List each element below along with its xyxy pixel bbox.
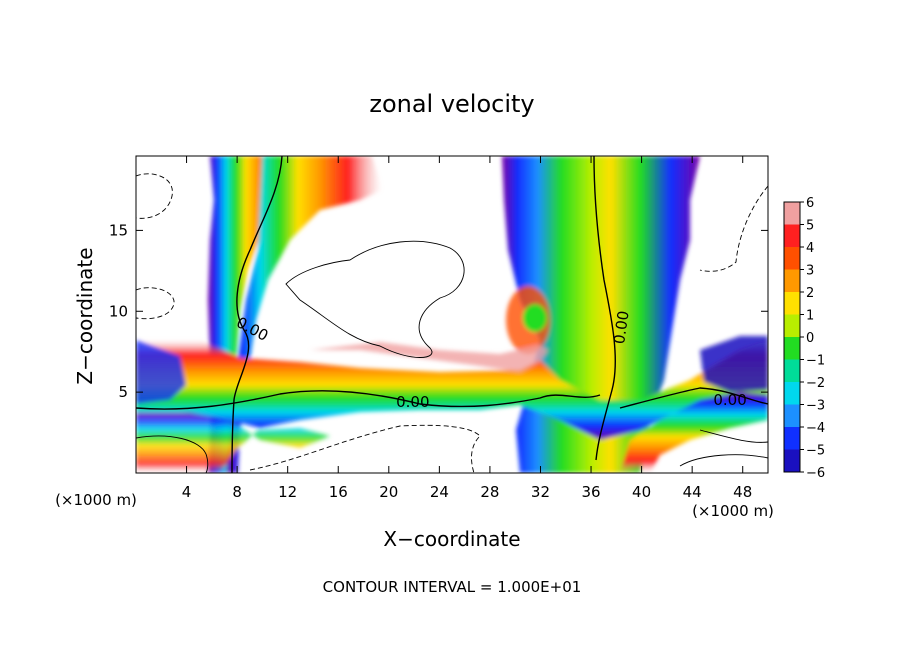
colorbar-swatch-1 bbox=[784, 224, 800, 248]
y-axis: 5 10 15 bbox=[109, 221, 768, 401]
neg-contour-tr bbox=[699, 185, 768, 272]
pos-contour-bl bbox=[136, 435, 209, 473]
x-tick-label-2: 12 bbox=[278, 483, 297, 501]
colorbar-swatch-11 bbox=[784, 449, 800, 473]
green-blob bbox=[523, 304, 547, 332]
pink-sliver bbox=[310, 342, 548, 372]
x-tick-label-3: 16 bbox=[329, 483, 348, 501]
colorbar: 6 5 4 3 2 1 0 −1 −2 −3 −4 −5 −6 bbox=[783, 196, 825, 481]
colorbar-label-11: −5 bbox=[806, 444, 825, 459]
plume-left-warm bbox=[226, 156, 382, 473]
contour-label-1: 0.00 bbox=[396, 393, 429, 411]
x-tick-label-10: 44 bbox=[683, 483, 702, 501]
zero-contour-left bbox=[231, 156, 283, 473]
colorbar-swatch-0 bbox=[784, 202, 800, 225]
band-bottom-warm bbox=[136, 412, 330, 473]
colorbar-swatch-8 bbox=[784, 382, 800, 405]
y-tick-label-1: 10 bbox=[109, 302, 128, 320]
pos-contour-br bbox=[679, 454, 768, 467]
y-axis-label: Z−coordinate bbox=[73, 247, 97, 384]
pos-contour-r bbox=[699, 429, 768, 443]
colorbar-label-6: 0 bbox=[806, 331, 814, 346]
x-unit-left: (×1000 m) bbox=[55, 491, 137, 509]
colorbar-label-2: 4 bbox=[806, 241, 814, 256]
colorbar-swatch-4 bbox=[784, 292, 800, 315]
colorbar-label-3: 3 bbox=[806, 264, 814, 279]
x-axis-label: X−coordinate bbox=[383, 527, 520, 551]
contour-interval: CONTOUR INTERVAL = 1.000E+01 bbox=[323, 578, 582, 596]
contour-label-3: 0.00 bbox=[713, 391, 746, 409]
chart-title: zonal velocity bbox=[369, 90, 534, 118]
colorbar-label-8: −2 bbox=[806, 376, 825, 391]
x-axis: 4 8 12 16 20 24 28 32 36 40 44 48 bbox=[182, 156, 752, 501]
contour-label-2: 0.00 bbox=[610, 310, 632, 346]
x-tick-label-9: 40 bbox=[632, 483, 651, 501]
zero-contour-center bbox=[593, 156, 616, 461]
colorbar-swatch-3 bbox=[784, 269, 800, 293]
y-tick-label-2: 15 bbox=[109, 221, 128, 239]
colorbar-label-0: 6 bbox=[806, 196, 814, 211]
zero-contour-right bbox=[619, 387, 768, 409]
colorbar-label-7: −1 bbox=[806, 354, 825, 369]
colorbar-swatch-7 bbox=[784, 359, 800, 383]
colorbar-label-9: −3 bbox=[806, 399, 825, 414]
colorbar-label-12: −6 bbox=[806, 466, 825, 481]
x-tick-label-4: 20 bbox=[379, 483, 398, 501]
colorbar-swatch-6 bbox=[784, 337, 800, 360]
neg-contour-bottom bbox=[249, 424, 481, 473]
right-edge-tongue bbox=[700, 336, 768, 392]
colorbar-swatch-10 bbox=[784, 427, 800, 450]
x-tick-label-1: 8 bbox=[232, 483, 242, 501]
x-tick-label-0: 4 bbox=[182, 483, 192, 501]
plot-frame bbox=[135, 155, 769, 474]
colorbar-swatch-5 bbox=[784, 314, 800, 338]
colorbar-swatch-2 bbox=[784, 247, 800, 270]
colorbar-swatch-9 bbox=[784, 404, 800, 428]
x-tick-label-5: 24 bbox=[430, 483, 449, 501]
colorbar-label-1: 5 bbox=[806, 219, 814, 234]
colorbar-label-4: 2 bbox=[806, 286, 814, 301]
colorbar-label-10: −4 bbox=[806, 421, 825, 436]
plot-area: 0.000.000.000.00 bbox=[136, 156, 768, 473]
x-tick-label-7: 32 bbox=[531, 483, 550, 501]
velocity-field bbox=[136, 156, 768, 473]
inner-contour bbox=[285, 240, 465, 358]
x-tick-label-8: 36 bbox=[581, 483, 600, 501]
x-unit-right: (×1000 m) bbox=[692, 502, 774, 520]
y-tick-label-0: 5 bbox=[118, 383, 128, 401]
band-lower bbox=[136, 340, 768, 440]
contour-lines bbox=[136, 156, 768, 473]
neg-contour-tl bbox=[136, 173, 173, 219]
x-tick-label-6: 28 bbox=[480, 483, 499, 501]
right-bottom-warm bbox=[620, 392, 768, 473]
x-tick-label-11: 48 bbox=[733, 483, 752, 501]
left-edge-tongue bbox=[136, 340, 186, 404]
colorbar-label-5: 1 bbox=[806, 309, 814, 324]
zero-contour-band bbox=[136, 390, 601, 410]
